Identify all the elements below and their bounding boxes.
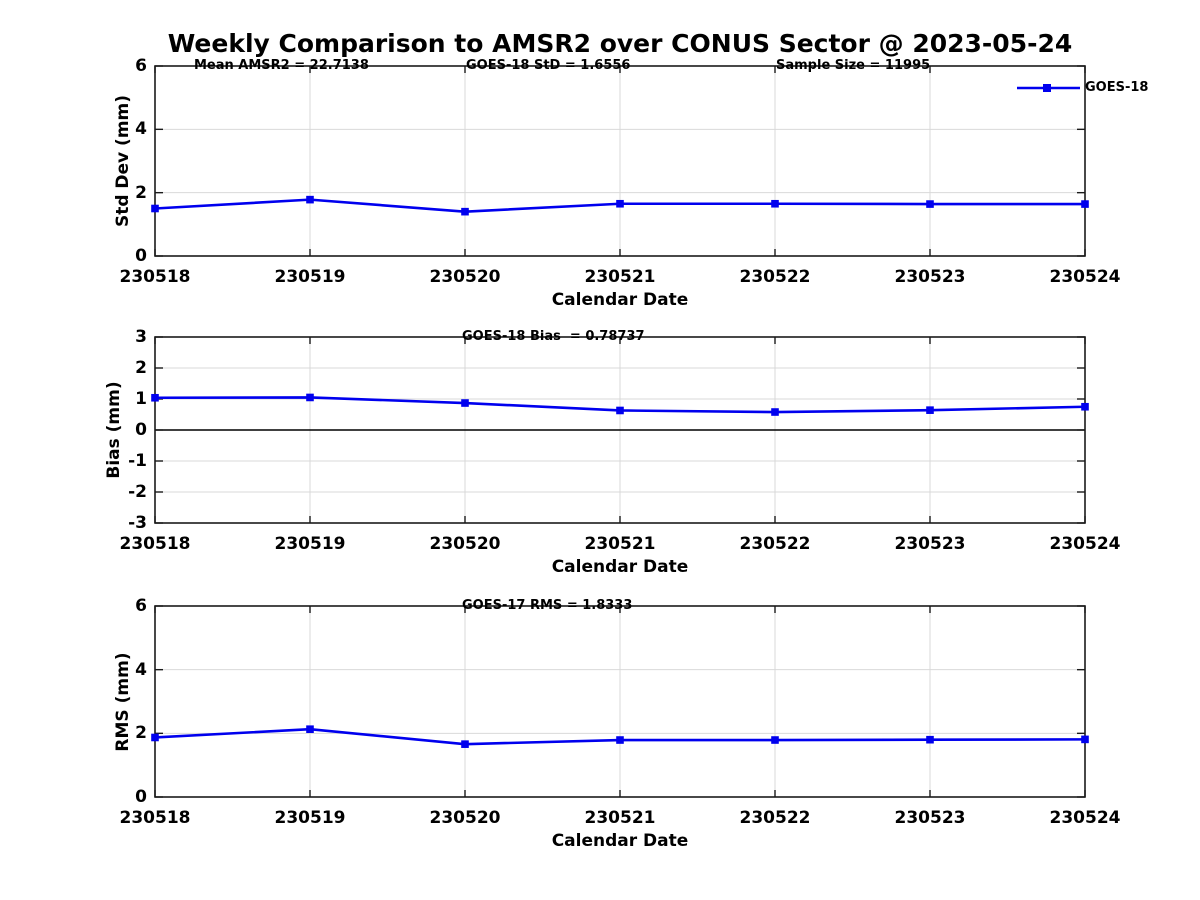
- y-tick-label: 1: [135, 389, 147, 409]
- y-tick-label: -3: [128, 513, 147, 533]
- y-tick-label: 4: [135, 659, 147, 680]
- x-axis-label-calendar-date: Calendar Date: [551, 557, 689, 577]
- annotation-goes18-std: GOES-18 StD = 1.6556: [466, 58, 631, 73]
- x-tick-label: 230522: [739, 534, 811, 554]
- x-tick-label: 230518: [119, 534, 191, 554]
- x-tick-label: 230520: [429, 267, 501, 287]
- y-tick-label: 2: [135, 358, 147, 378]
- y-tick-label: 6: [135, 596, 147, 616]
- x-tick-label: 230520: [429, 534, 501, 554]
- y-tick-label: 0: [135, 420, 147, 440]
- x-axis-label-calendar-date: Calendar Date: [551, 290, 689, 310]
- annotation-sample-size: Sample Size = 11995: [776, 58, 931, 73]
- x-tick-label: 230524: [1049, 534, 1121, 554]
- x-tick-label: 230524: [1049, 808, 1121, 828]
- legend-entry-goes18: GOES-18: [1085, 80, 1149, 95]
- annotation-goes18-bias: GOES-18 Bias = 0.78737: [462, 329, 645, 344]
- x-tick-label: 230518: [119, 808, 191, 828]
- x-tick-label: 230523: [894, 267, 966, 287]
- x-tick-label: 230518: [119, 267, 191, 287]
- x-tick-label: 230519: [274, 534, 346, 554]
- y-tick-label: 2: [135, 182, 147, 203]
- y-tick-label: -1: [128, 451, 147, 471]
- y-tick-label: 6: [135, 56, 147, 76]
- y-axis-label-stddev: Std Dev (mm): [113, 94, 133, 228]
- x-tick-label: 230524: [1049, 267, 1121, 287]
- x-tick-label: 230523: [894, 808, 966, 828]
- y-tick-label: 2: [135, 723, 147, 744]
- y-tick-label: 4: [135, 119, 147, 140]
- y-tick-label: -2: [128, 482, 147, 502]
- x-tick-label: 230519: [274, 808, 346, 828]
- x-tick-label: 230523: [894, 534, 966, 554]
- x-tick-label: 230522: [739, 808, 811, 828]
- x-tick-label: 230521: [584, 267, 656, 287]
- x-tick-label: 230520: [429, 808, 501, 828]
- x-tick-label: 230521: [584, 534, 656, 554]
- annotation-mean-amsr2: Mean AMSR2 = 22.7138: [194, 58, 369, 73]
- y-tick-label: 0: [135, 787, 147, 807]
- y-tick-label: 0: [135, 246, 147, 266]
- annotation-goes17-rms: GOES-17 RMS = 1.8333: [462, 598, 633, 613]
- x-tick-label: 230522: [739, 267, 811, 287]
- y-tick-label: 3: [135, 327, 147, 347]
- x-tick-label: 230521: [584, 808, 656, 828]
- x-axis-label-calendar-date: Calendar Date: [551, 831, 689, 851]
- chart-title: Weekly Comparison to AMSR2 over CONUS Se…: [167, 29, 1073, 58]
- x-tick-label: 230519: [274, 267, 346, 287]
